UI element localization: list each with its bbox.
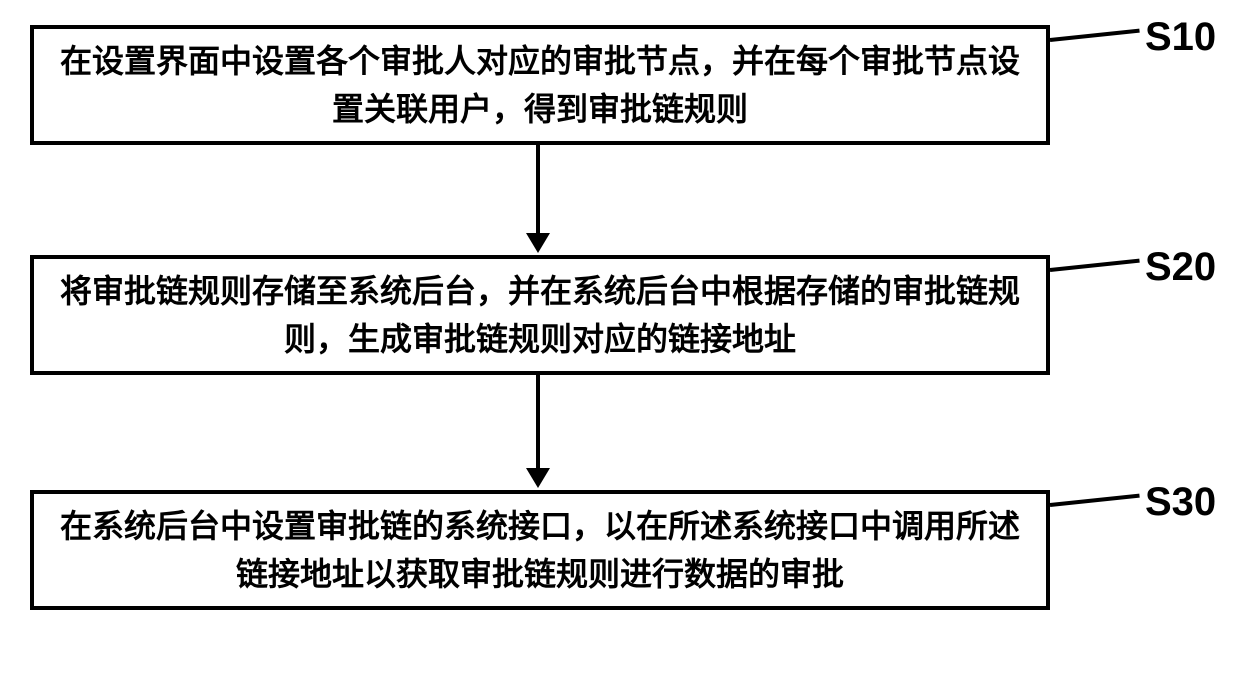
arrow-head-s10-s20 [526, 233, 550, 253]
node-text-s10: 在设置界面中设置各个审批人对应的审批节点，并在每个审批节点设置关联用户，得到审批… [34, 37, 1046, 133]
flowchart-container: 在设置界面中设置各个审批人对应的审批节点，并在每个审批节点设置关联用户，得到审批… [0, 0, 1240, 681]
label-s20: S20 [1145, 245, 1216, 290]
flowchart-node-s20: 将审批链规则存储至系统后台，并在系统后台中根据存储的审批链规则，生成审批链规则对… [30, 255, 1050, 375]
flowchart-node-s10: 在设置界面中设置各个审批人对应的审批节点，并在每个审批节点设置关联用户，得到审批… [30, 25, 1050, 145]
tick-s20 [1050, 259, 1140, 272]
label-s30: S30 [1145, 480, 1216, 525]
flowchart-node-s30: 在系统后台中设置审批链的系统接口，以在所述系统接口中调用所述链接地址以获取审批链… [30, 490, 1050, 610]
node-text-s30: 在系统后台中设置审批链的系统接口，以在所述系统接口中调用所述链接地址以获取审批链… [34, 502, 1046, 598]
arrow-head-s20-s30 [526, 468, 550, 488]
tick-s10 [1050, 29, 1140, 42]
arrow-s20-s30 [536, 375, 540, 470]
tick-s30 [1050, 494, 1140, 507]
label-s10: S10 [1145, 15, 1216, 60]
arrow-s10-s20 [536, 145, 540, 235]
node-text-s20: 将审批链规则存储至系统后台，并在系统后台中根据存储的审批链规则，生成审批链规则对… [34, 267, 1046, 363]
